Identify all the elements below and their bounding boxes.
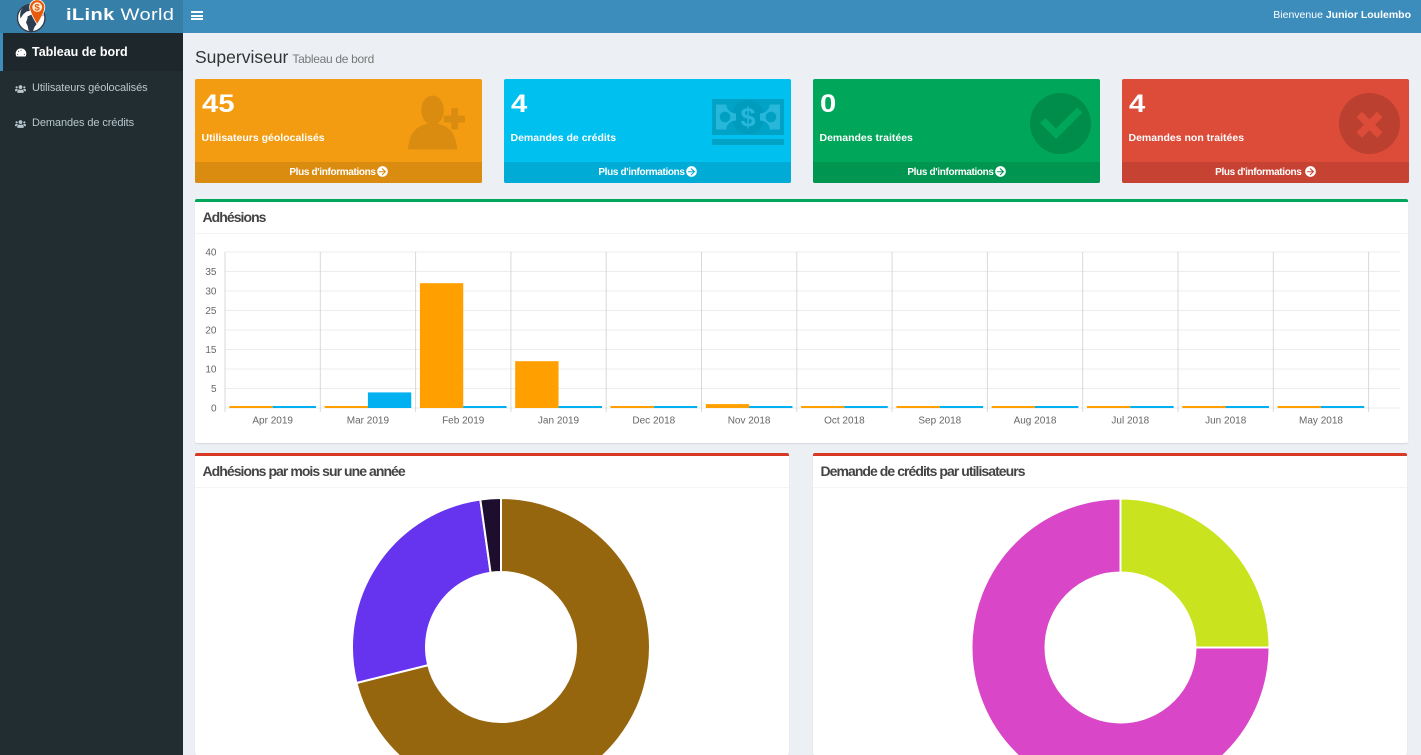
svg-text:30: 30 [205,287,217,298]
svg-text:40: 40 [205,248,217,259]
svg-text:Aug 2018: Aug 2018 [1014,416,1057,427]
svg-text:10: 10 [205,365,217,376]
svg-text:15: 15 [205,345,217,356]
svg-text:Jan 2019: Jan 2019 [538,416,580,427]
svg-text:Nov 2018: Nov 2018 [728,416,771,427]
svg-text:Oct 2018: Oct 2018 [824,416,865,427]
svg-text:5: 5 [211,384,217,395]
svg-text:0: 0 [211,404,217,415]
svg-text:Jun 2018: Jun 2018 [1205,416,1247,427]
svg-text:Sep 2018: Sep 2018 [918,416,961,427]
svg-text:Dec 2018: Dec 2018 [632,416,675,427]
svg-text:Jul 2018: Jul 2018 [1111,416,1149,427]
svg-text:$: $ [35,3,41,14]
svg-text:25: 25 [205,306,217,317]
svg-text:May 2018: May 2018 [1299,416,1343,427]
svg-text:Feb 2019: Feb 2019 [442,416,485,427]
svg-text:Apr 2019: Apr 2019 [252,416,293,427]
svg-text:35: 35 [205,267,217,278]
svg-text:Mar 2019: Mar 2019 [347,416,390,427]
svg-text:20: 20 [205,326,217,337]
svg-text:$: $ [740,103,755,133]
